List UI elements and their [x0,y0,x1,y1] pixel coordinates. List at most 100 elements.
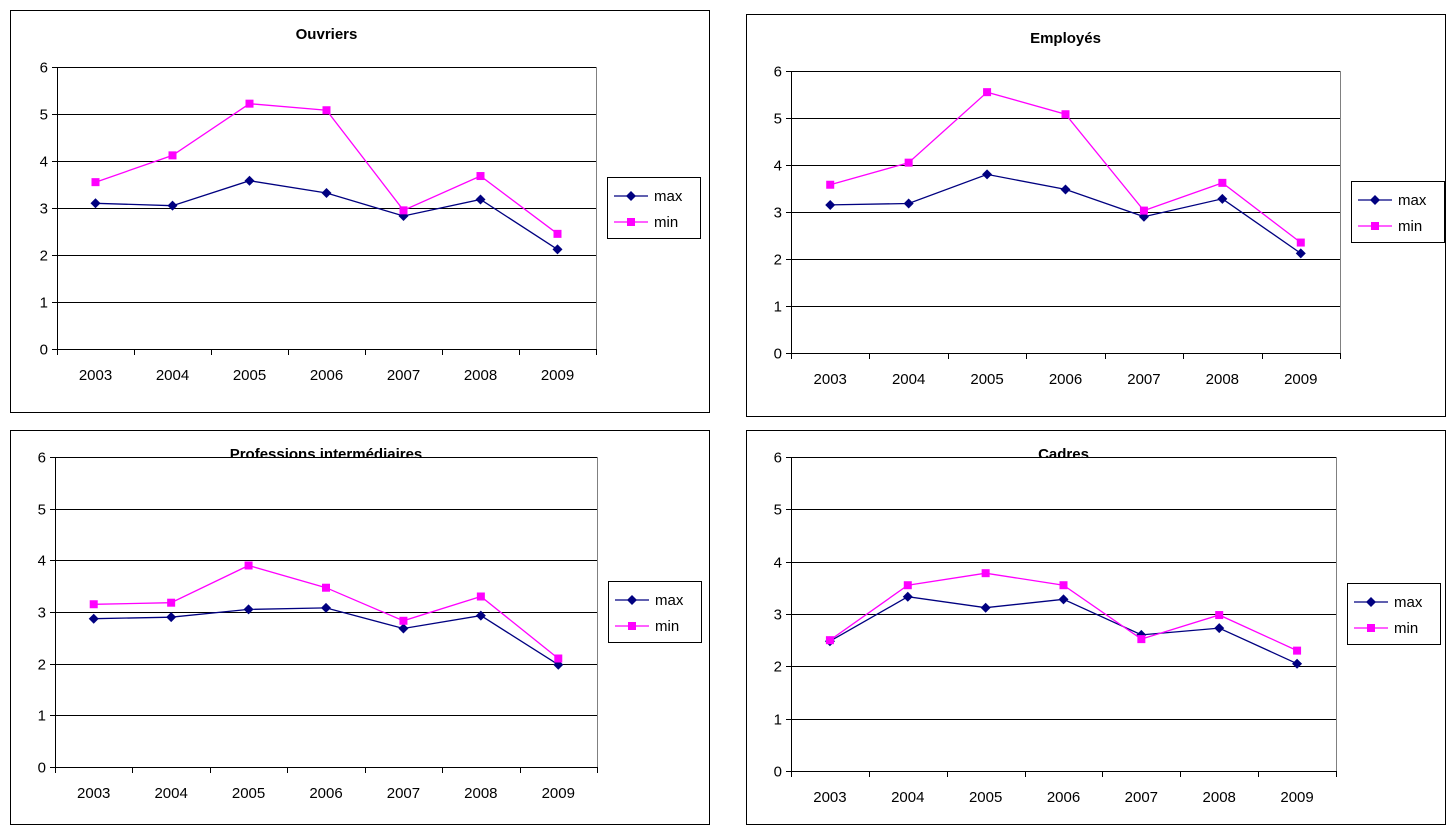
legend-marker-min [628,622,636,630]
data-point-min [1215,611,1224,620]
data-point-min [91,178,100,187]
y-tick-label: 1 [774,712,782,729]
y-tick-label: 4 [38,553,46,570]
data-point-max [902,591,913,602]
x-tick-label: 2008 [464,367,497,384]
legend-label-max: max [655,592,684,609]
data-point-min [89,600,98,609]
legend-label-min: min [1398,218,1422,235]
y-tick-label: 1 [38,708,46,725]
data-point-max [88,613,99,624]
legend-marker-min [1371,222,1379,230]
x-tick-label: 2008 [1206,371,1239,388]
data-point-min [1296,238,1305,247]
legend-marker-max [1366,597,1376,607]
legend-marker-max [1370,195,1380,205]
y-tick-label: 3 [40,201,48,218]
x-tick-label: 2006 [1049,371,1082,388]
data-point-max [321,602,331,613]
data-point-min [1218,178,1227,187]
data-point-max [244,175,255,186]
legend-marker-max [627,595,637,605]
x-tick-label: 2004 [154,785,187,802]
legend-box [608,581,702,643]
chart-title: Ouvriers [296,26,358,43]
legend-box [607,177,701,239]
x-tick-label: 2003 [814,371,847,388]
data-point-min [322,583,330,592]
x-tick-label: 2004 [156,367,189,384]
x-tick-label: 2006 [1047,789,1080,806]
y-tick-label: 2 [774,659,782,676]
y-tick-label: 6 [38,450,46,467]
y-tick-label: 3 [38,605,46,622]
data-point-min [904,158,913,167]
data-point-min [825,636,834,645]
data-point-max [90,198,101,209]
x-tick-label: 2004 [891,789,924,806]
y-tick-label: 5 [774,502,782,519]
data-point-min [983,88,992,97]
chart-panel-cadres: Cadres 0 1 2 3 4 5 6 2003 2004 2005 2006 2007 2008 200… [746,430,1446,825]
chart-panel-professions-intermediaires: Professions intermédiaires 0 1 2 3 4 5 6 2003 200… [10,430,710,825]
x-tick-label: 2009 [1280,789,1313,806]
data-point-max [475,194,486,205]
data-point-min [553,229,562,238]
legend-box [1347,583,1441,645]
y-tick-label: 1 [774,299,782,316]
y-tick-label: 3 [774,607,782,624]
y-tick-label: 5 [40,107,48,124]
data-point-min [245,99,254,108]
chart-panel-employes: Employés 0 1 2 3 4 5 6 2003 2004 2005 2006 2007 2008 2… [746,14,1446,417]
data-point-min [981,569,990,578]
legend-box [1351,181,1445,243]
y-tick-label: 0 [774,764,782,781]
legend-label-max: max [1394,594,1423,611]
x-tick-label: 2005 [232,785,265,802]
data-point-min [1059,581,1068,590]
data-point-min [1293,646,1302,655]
data-point-max [1058,594,1069,605]
legend-label-min: min [1394,620,1418,637]
data-point-max [166,612,177,623]
data-point-max [825,199,836,210]
y-tick-label: 6 [774,450,782,467]
data-point-max [1217,193,1228,204]
data-point-max [980,602,991,613]
y-tick-label: 0 [774,346,782,363]
data-point-max [903,198,914,209]
x-tick-label: 2007 [1125,789,1158,806]
x-tick-label: 2003 [77,785,110,802]
data-point-max [1292,658,1303,669]
y-tick-label: 0 [38,760,46,777]
data-point-min [1061,110,1070,119]
legend-marker-min [627,218,635,226]
data-point-max [243,604,254,615]
data-point-min [476,592,485,601]
data-point-max [321,187,332,198]
y-tick-label: 6 [40,60,48,77]
legend-label-min: min [655,618,679,635]
x-tick-label: 2005 [233,367,266,384]
x-tick-label: 2004 [892,371,925,388]
data-point-min [903,581,912,590]
y-tick-label: 4 [40,154,48,171]
x-tick-label: 2008 [1203,789,1236,806]
data-point-min [244,561,253,570]
y-tick-label: 4 [774,555,782,572]
y-tick-label: 5 [774,111,782,128]
y-tick-label: 2 [40,248,48,265]
chart-title: Employés [1030,30,1101,47]
y-tick-label: 0 [40,342,48,359]
legend-marker-min [1367,624,1375,632]
x-tick-label: 2006 [309,785,342,802]
x-tick-label: 2007 [387,785,420,802]
y-tick-label: 1 [40,295,48,312]
x-tick-label: 2003 [813,789,846,806]
x-tick-label: 2003 [79,367,112,384]
data-point-min [1139,206,1148,215]
x-tick-label: 2007 [1127,371,1160,388]
y-tick-label: 5 [38,502,46,519]
